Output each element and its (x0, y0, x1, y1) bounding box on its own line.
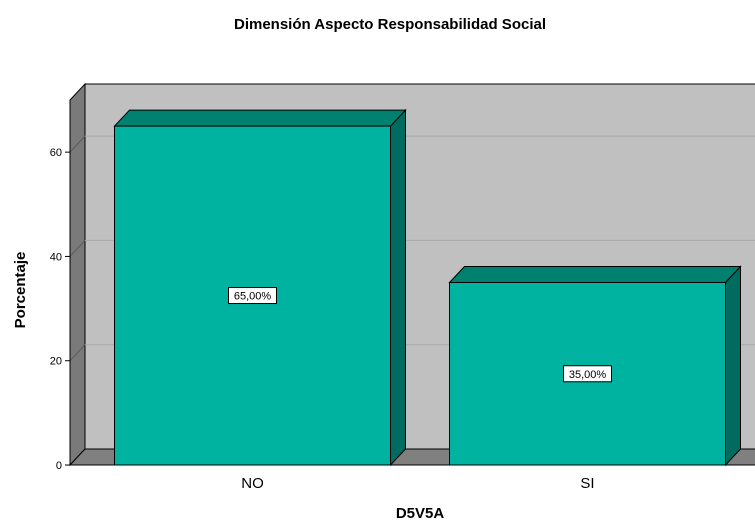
data-label: 35,00% (569, 369, 607, 381)
bar-side (725, 265, 741, 467)
y-axis-label: Porcentaje (12, 252, 29, 329)
gridline-side (69, 135, 86, 153)
y-tick-label: 20 (50, 356, 62, 368)
data-label-box (228, 287, 277, 305)
x-tick-label: SI (580, 475, 594, 492)
data-label: 65,00% (234, 291, 272, 303)
y-ticks: 0 20 40 60 (50, 100, 71, 472)
y-tick-label: 60 (50, 147, 62, 159)
bar-top (113, 109, 407, 127)
side-wall (69, 82, 86, 467)
x-tick-label: NO (241, 475, 264, 492)
bar-side (390, 108, 406, 467)
y-tick-label: 40 (50, 251, 62, 263)
data-label-box (563, 365, 612, 383)
y-tick-label: 0 (56, 460, 62, 472)
gridline-side (69, 344, 86, 362)
chart-title: Dimensión Aspecto Responsabilidad Social (234, 16, 546, 33)
x-axis-label: D5V5A (396, 505, 445, 522)
x-categories: NO SI (241, 475, 594, 492)
bar-top (448, 266, 742, 283)
gridline-side (69, 240, 86, 257)
data-labels: 65,00% 35,00% (228, 287, 612, 383)
